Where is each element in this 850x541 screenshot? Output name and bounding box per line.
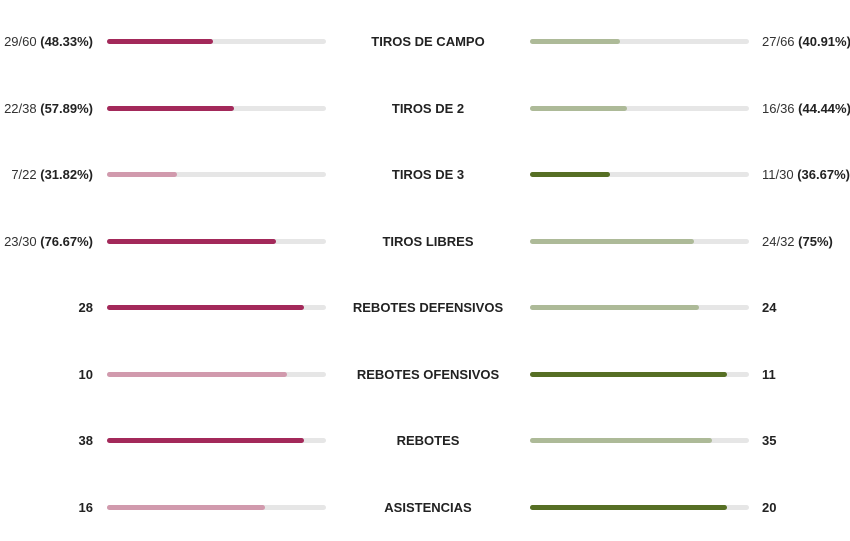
value-fraction: 29/60 [4, 34, 37, 49]
right-bar-fill [530, 438, 712, 443]
left-team-value: 22/38 (57.89%) [4, 99, 93, 119]
right-bar-fill [530, 106, 628, 111]
left-bar-track [107, 172, 326, 177]
right-bar-track [530, 39, 749, 44]
left-team-value: 7/22 (31.82%) [11, 165, 93, 185]
right-bar-track [530, 305, 749, 310]
right-team-value: 11 [762, 365, 776, 385]
value-percent: (75%) [798, 234, 833, 249]
left-bar-fill [107, 172, 178, 177]
stat-label: TIROS LIBRES [382, 234, 474, 249]
stat-row: 7/22 (31.82%) TIROS DE 3 11/30 (36.67%) [0, 165, 850, 185]
right-team-value: 24 [762, 298, 776, 318]
right-bar-fill [530, 372, 728, 377]
stat-row: 28 REBOTES DEFENSIVOS 24 [0, 298, 850, 318]
left-bar-track [107, 106, 326, 111]
value-fraction: 27/66 [762, 34, 795, 49]
value-percent: (31.82%) [40, 167, 93, 182]
left-bar-fill [107, 39, 214, 44]
right-team-value: 11/30 (36.67%) [762, 165, 850, 185]
value-count: 16 [78, 500, 93, 515]
value-fraction: 11/30 [762, 167, 794, 182]
right-bar-fill [530, 505, 728, 510]
right-bar-fill [530, 172, 610, 177]
left-team-value: 38 [79, 431, 93, 451]
left-team-value: 28 [79, 298, 93, 318]
right-team-value: 27/66 (40.91%) [762, 32, 850, 52]
right-bar-track [530, 372, 749, 377]
value-percent: (44.44%) [798, 101, 850, 116]
right-bar-fill [530, 239, 695, 244]
value-fraction: 16/36 [762, 101, 795, 116]
left-bar-fill [107, 106, 235, 111]
right-bar-fill [530, 305, 699, 310]
right-team-value: 20 [762, 498, 776, 518]
left-team-value: 16 [79, 498, 93, 518]
stat-row: 38 REBOTES 35 [0, 431, 850, 451]
stat-label: TIROS DE CAMPO [371, 34, 485, 49]
value-count: 24 [762, 300, 777, 315]
left-bar-fill [107, 505, 265, 510]
left-team-value: 29/60 (48.33%) [4, 32, 93, 52]
left-bar-track [107, 438, 326, 443]
value-count: 28 [78, 300, 93, 315]
left-bar-track [107, 39, 326, 44]
stat-label: TIROS DE 2 [391, 101, 465, 116]
value-count: 10 [78, 367, 93, 382]
stat-row: 29/60 (48.33%) TIROS DE CAMPO 27/66 (40.91… [0, 32, 850, 52]
right-bar-fill [530, 39, 620, 44]
value-fraction: 22/38 [4, 101, 37, 116]
value-count: 11 [762, 367, 776, 382]
left-bar-track [107, 372, 326, 377]
value-count: 20 [762, 500, 777, 515]
value-percent: (76.67%) [40, 234, 93, 249]
value-fraction: 24/32 [762, 234, 795, 249]
stat-label: REBOTES DEFENSIVOS [352, 300, 504, 315]
value-fraction: 7/22 [11, 167, 37, 182]
value-percent: (57.89%) [40, 101, 93, 116]
right-team-value: 24/32 (75%) [762, 232, 833, 252]
value-percent: (36.67%) [797, 167, 850, 182]
left-bar-fill [107, 438, 305, 443]
value-count: 35 [762, 433, 777, 448]
left-bar-track [107, 305, 326, 310]
left-bar-fill [107, 239, 276, 244]
right-bar-track [530, 106, 749, 111]
stat-label: TIROS DE 3 [391, 167, 465, 182]
stat-label: REBOTES OFENSIVOS [356, 367, 500, 382]
stat-row: 10 REBOTES OFENSIVOS 11 [0, 365, 850, 385]
right-bar-track [530, 505, 749, 510]
stat-row: 23/30 (76.67%) TIROS LIBRES 24/32 (75%) [0, 232, 850, 252]
value-percent: (48.33%) [40, 34, 93, 49]
value-percent: (40.91%) [798, 34, 850, 49]
right-bar-track [530, 172, 749, 177]
left-bar-fill [107, 305, 305, 310]
value-count: 38 [78, 433, 93, 448]
left-team-value: 23/30 (76.67%) [4, 232, 93, 252]
stat-row: 22/38 (57.89%) TIROS DE 2 16/36 (44.44%) [0, 99, 850, 119]
left-team-value: 10 [79, 365, 93, 385]
right-bar-track [530, 239, 749, 244]
right-team-value: 16/36 (44.44%) [762, 99, 850, 119]
stat-label: REBOTES [396, 433, 460, 448]
value-fraction: 23/30 [4, 234, 37, 249]
left-bar-fill [107, 372, 287, 377]
right-team-value: 35 [762, 431, 776, 451]
right-bar-track [530, 438, 749, 443]
stat-row: 16 ASISTENCIAS 20 [0, 498, 850, 518]
stat-label: ASISTENCIAS [384, 500, 472, 515]
left-bar-track [107, 505, 326, 510]
left-bar-track [107, 239, 326, 244]
